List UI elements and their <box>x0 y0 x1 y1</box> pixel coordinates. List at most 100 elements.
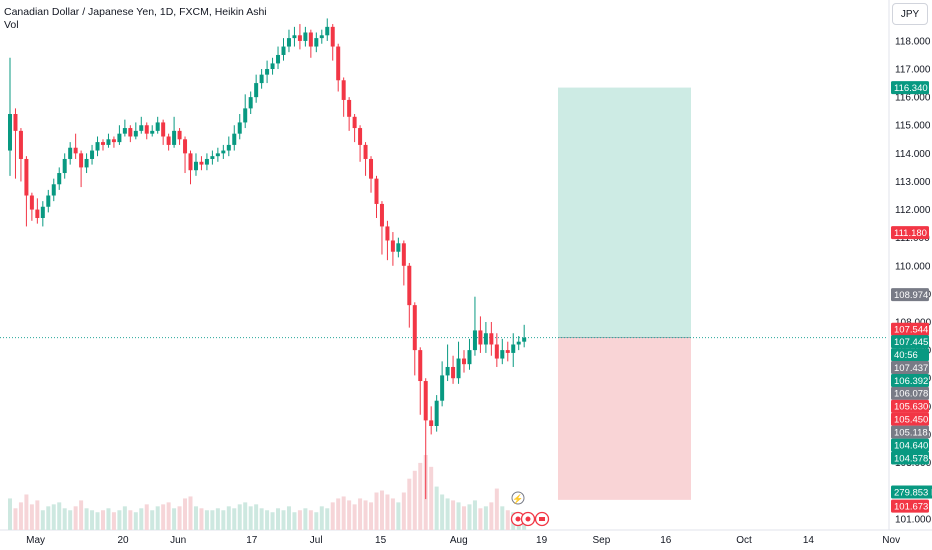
candle-body <box>374 178 379 204</box>
candle-body <box>483 333 488 345</box>
price-axis-badge <box>891 438 929 452</box>
price-axis-badge <box>891 386 929 400</box>
lightning-icon <box>511 491 525 505</box>
price-axis-badge-label: 111.180 <box>894 228 927 239</box>
y-tick-label: 113.000 <box>895 177 931 188</box>
price-axis-badge-label: 106.078 <box>894 389 928 400</box>
volume-bar <box>237 504 242 530</box>
volume-bar <box>232 508 237 530</box>
volume-bar <box>483 506 488 530</box>
candle-body <box>516 341 521 345</box>
volume-bar <box>139 508 144 530</box>
volume-bar <box>111 512 116 530</box>
event-markers: ⚡ <box>510 491 550 527</box>
price-axis-badge <box>891 412 929 426</box>
volume-bar <box>243 502 248 530</box>
volume-bar <box>24 494 29 530</box>
price-axis-badge-label: 107.544 <box>894 324 928 335</box>
candle-body <box>8 114 12 151</box>
volume-bar <box>210 510 215 530</box>
candle-body <box>330 26 335 47</box>
volume-bar <box>183 498 188 530</box>
x-tick-label: Aug <box>450 535 468 546</box>
volume-bar <box>445 498 450 530</box>
price-axis-badge <box>891 425 929 439</box>
y-tick-label: 116.000 <box>895 93 931 104</box>
flag-icon-dot <box>525 516 531 522</box>
price-axis-badge-label: 116.340 <box>894 83 928 94</box>
chart-title: Canadian Dollar / Japanese Yen, 1D, FXCM… <box>4 6 267 18</box>
volume-bar <box>177 506 182 530</box>
volume-bar <box>418 462 423 530</box>
candle-body <box>177 130 182 140</box>
price-axis-badge-label: 104.578 <box>894 453 928 464</box>
x-tick-label: 15 <box>375 535 387 546</box>
candle-body <box>226 144 231 151</box>
volume-bar <box>297 510 302 530</box>
volume-bar <box>29 504 34 530</box>
price-axis-badge <box>891 361 929 375</box>
candle-body <box>122 128 127 134</box>
chart-legend: Canadian Dollar / Japanese Yen, 1D, FXCM… <box>4 6 267 32</box>
volume-bar <box>385 494 390 530</box>
volume-bar <box>478 508 483 530</box>
y-tick-label: 114.000 <box>895 149 931 160</box>
volume-bar <box>429 466 434 530</box>
candle-body <box>478 330 483 345</box>
candle-body <box>95 142 100 151</box>
volume-bar <box>390 498 395 530</box>
volume-bar <box>374 492 379 530</box>
candle-body <box>489 333 494 345</box>
candle-body <box>511 344 516 353</box>
candle-body <box>401 243 406 266</box>
volume-bar <box>155 506 160 530</box>
candle-body <box>46 195 51 207</box>
volume-bar <box>352 504 357 530</box>
volume-bar <box>73 506 78 530</box>
candle-body <box>35 209 40 218</box>
candle-body <box>155 122 160 131</box>
volume-bar <box>106 508 111 530</box>
x-tick-label: Jul <box>310 535 323 546</box>
volume-label: Vol <box>4 19 19 31</box>
x-tick-label: 16 <box>660 535 672 546</box>
y-tick-label: 110.000 <box>895 261 931 272</box>
candle-body <box>363 144 368 159</box>
price-axis-badge <box>891 451 929 465</box>
price-axis-badge-label: 106.392 <box>894 376 928 387</box>
canada-flag-mark <box>539 517 545 521</box>
candle-body <box>18 130 23 159</box>
y-tick-label: 115.000 <box>895 121 931 132</box>
volume-bar <box>150 510 155 530</box>
price-axis-badge <box>891 322 929 336</box>
volume-bar <box>188 496 193 530</box>
price-axis-badge-label: 107.437 <box>894 363 928 374</box>
candle-body <box>379 203 384 227</box>
candle-body <box>100 142 105 145</box>
candle-body <box>336 46 341 81</box>
candle-body <box>494 344 499 359</box>
candle-body <box>117 133 122 143</box>
volume-bar <box>122 506 127 530</box>
candle-body <box>385 226 390 241</box>
volume-bar <box>204 510 209 530</box>
volume-bar <box>379 490 384 530</box>
candle-body <box>84 158 89 168</box>
x-tick-label: 19 <box>536 535 548 546</box>
volume-bar <box>95 512 100 530</box>
volume-bar <box>51 504 56 530</box>
candle-body <box>248 97 253 109</box>
candle-body <box>445 366 450 376</box>
volume-bar <box>128 510 133 530</box>
candle-body <box>440 375 445 401</box>
candle-body <box>133 130 138 137</box>
candle-body <box>352 116 357 129</box>
loss-zone <box>558 337 691 500</box>
currency-button[interactable]: JPY <box>892 3 928 25</box>
candle-body <box>418 350 423 382</box>
volume-bar <box>133 512 138 530</box>
candle-body <box>423 381 428 421</box>
price-axis-badge <box>891 499 929 513</box>
candle-body <box>204 158 209 165</box>
